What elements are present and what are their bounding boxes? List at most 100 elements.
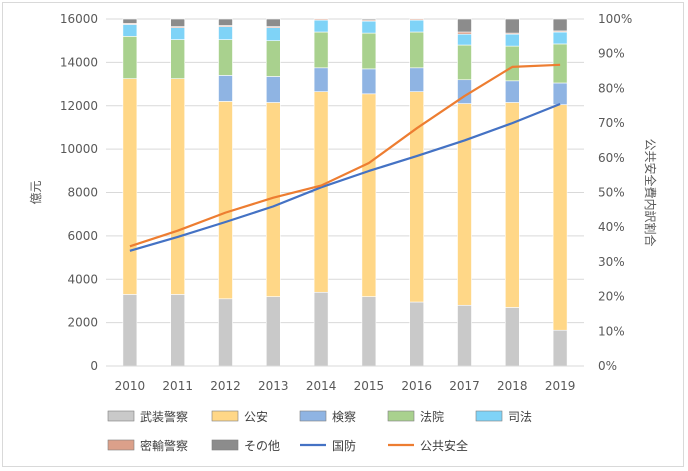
bar-segment-司法 — [122, 24, 138, 37]
y2-axis-label: 公共安全費内訳割合 — [643, 138, 658, 246]
legend-swatch — [107, 439, 135, 451]
bar-segment-司法 — [361, 20, 377, 34]
bar-segment-武装警察 — [170, 294, 185, 367]
y2-tick-label: 80% — [598, 81, 625, 95]
x-tick-label: 2015 — [354, 379, 385, 393]
bar-segment-密輸警察 — [409, 18, 425, 21]
y2-tick-label: 70% — [598, 116, 625, 130]
y2-tick-label: 60% — [598, 151, 625, 165]
bar-segment-公安 — [504, 102, 520, 308]
bar-segment-その他 — [218, 18, 233, 26]
bar-segment-検察 — [504, 80, 520, 103]
bar-segment-司法 — [457, 33, 472, 46]
gridlines — [106, 18, 584, 324]
legend-label: 法院 — [420, 410, 444, 424]
bar-segment-法院 — [409, 31, 425, 69]
legend-swatch — [299, 410, 327, 422]
bar-segment-公安 — [552, 104, 568, 331]
line-series — [129, 63, 561, 252]
bar-segment-公安 — [122, 78, 138, 295]
bar-segment-法院 — [313, 31, 329, 69]
x-tick-label: 2014 — [306, 379, 337, 393]
x-tick-label: 2019 — [545, 379, 576, 393]
bar-segment-公安 — [170, 78, 185, 295]
bar-segment-司法 — [409, 19, 425, 33]
y-tick-label: 14000 — [60, 55, 98, 69]
bar-segment-武装警察 — [313, 291, 329, 367]
bar-segment-検察 — [361, 68, 377, 95]
legend-swatch — [107, 410, 135, 422]
bar-segment-公安 — [313, 91, 329, 293]
bar-segment-法院 — [552, 43, 568, 84]
y-tick-label: 2000 — [67, 316, 98, 330]
legend-label: その他 — [244, 439, 280, 453]
bar-segment-その他 — [170, 18, 185, 27]
line-公共安全 — [129, 63, 561, 248]
x-tick-label: 2017 — [449, 379, 480, 393]
y-tick-label: 6000 — [67, 229, 98, 243]
y2-tick-label: 90% — [598, 47, 625, 61]
bar-segment-法院 — [170, 39, 185, 79]
bar-segment-司法 — [170, 27, 185, 40]
legend-swatch — [211, 439, 239, 451]
bar-segment-法院 — [504, 45, 520, 82]
bar-segment-法院 — [457, 44, 472, 81]
bar-segment-その他 — [504, 18, 520, 34]
y-tick-label: 0 — [90, 359, 98, 373]
bar-segment-司法 — [265, 27, 281, 41]
y-tick-label: 10000 — [60, 142, 98, 156]
bar-segment-その他 — [457, 18, 472, 33]
bar-segment-武装警察 — [265, 296, 281, 367]
legend-label: 公安 — [244, 409, 268, 424]
bar-segment-武装警察 — [409, 301, 425, 367]
bar-segment-公安 — [361, 93, 377, 297]
bar-segment-武装警察 — [218, 298, 233, 367]
bar-segment-検察 — [552, 82, 568, 105]
bar-segment-司法 — [218, 26, 233, 40]
x-tick-label: 2012 — [210, 379, 241, 393]
bar-segment-法院 — [122, 36, 138, 79]
bar-segment-司法 — [552, 31, 568, 45]
bar-segment-公安 — [218, 101, 233, 300]
legend-label: 国防 — [332, 438, 356, 453]
bar-segment-武装警察 — [457, 304, 472, 367]
bar-segment-その他 — [122, 18, 138, 24]
bar-segment-司法 — [504, 33, 520, 47]
bar-segment-その他 — [265, 18, 281, 27]
bar-segment-公安 — [409, 91, 425, 303]
bar-segment-司法 — [313, 19, 329, 33]
bar-segment-武装警察 — [361, 296, 377, 367]
legend-swatch — [387, 410, 415, 422]
bar-segment-法院 — [361, 32, 377, 70]
bar-segment-検察 — [265, 76, 281, 103]
bar-segment-検察 — [409, 67, 425, 92]
legend-swatch — [211, 410, 239, 422]
y-tick-label: 4000 — [67, 272, 98, 286]
line-国防 — [129, 102, 561, 252]
x-tick-label: 2013 — [258, 379, 289, 393]
bar-segment-密輸警察 — [313, 18, 329, 21]
stacked-bars — [122, 18, 568, 367]
bar-segment-検察 — [313, 67, 329, 92]
x-tick-label: 2016 — [401, 379, 432, 393]
legend-swatch — [475, 410, 503, 422]
bar-segment-密輸警察 — [457, 31, 472, 35]
legend-label: 司法 — [508, 410, 532, 424]
y2-tick-label: 30% — [598, 255, 625, 269]
legend-label: 密輸警察 — [140, 438, 188, 453]
bar-segment-武装警察 — [504, 307, 520, 367]
bar-segment-法院 — [265, 40, 281, 77]
chart-frame — [2, 2, 684, 467]
y-tick-label: 12000 — [60, 99, 98, 113]
y-tick-label: 16000 — [60, 12, 98, 26]
x-tick-label: 2011 — [162, 379, 193, 393]
bar-segment-法院 — [218, 39, 233, 76]
y2-tick-label: 40% — [598, 220, 625, 234]
bar-segment-その他 — [361, 18, 377, 21]
y2-tick-label: 10% — [598, 324, 625, 338]
bar-segment-武装警察 — [122, 294, 138, 367]
bar-segment-検察 — [218, 75, 233, 102]
y-tick-label: 8000 — [67, 186, 98, 200]
